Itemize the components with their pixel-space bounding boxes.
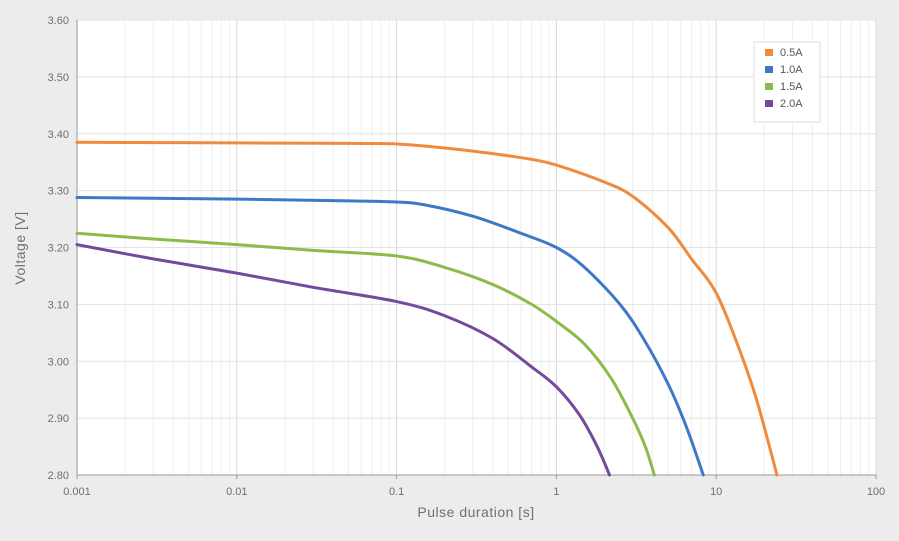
- legend-label: 0.5A: [780, 47, 803, 59]
- y-tick-label: 2.80: [48, 470, 69, 482]
- axes: [76, 20, 876, 476]
- x-tick-label: 10: [710, 486, 722, 498]
- legend: 0.5A 1.0A 1.5A 2.0A: [753, 41, 821, 123]
- x-tick-label: 0.1: [389, 486, 404, 498]
- y-tick-label: 3.50: [48, 72, 69, 84]
- x-tick-label: 0.01: [226, 486, 247, 498]
- legend-swatch: [765, 66, 773, 73]
- legend-label: 1.0A: [780, 64, 803, 76]
- x-axis-title: Pulse duration [s]: [417, 504, 534, 520]
- y-tick-label: 2.90: [48, 413, 69, 425]
- y-tick-label: 3.00: [48, 356, 69, 368]
- y-tick-label: 3.40: [48, 129, 69, 141]
- legend-swatch: [765, 49, 773, 56]
- x-tick-label: 1: [553, 486, 559, 498]
- y-tick-label: 3.20: [48, 243, 69, 255]
- legend-swatch: [765, 83, 773, 90]
- legend-label: 1.5A: [780, 81, 803, 93]
- y-tick-label: 3.60: [48, 15, 69, 27]
- series-line-2-0a: [75, 243, 612, 477]
- y-tick-label: 3.30: [48, 186, 69, 198]
- x-tick-label: 100: [867, 486, 885, 498]
- x-tick-label: 0.001: [63, 486, 91, 498]
- y-tick-label: 3.10: [48, 299, 69, 311]
- series-line-1-5a: [75, 231, 656, 477]
- series-line-1-0a: [75, 195, 705, 477]
- legend-label: 2.0A: [780, 98, 803, 110]
- legend-swatch: [765, 100, 773, 107]
- series-lines: [75, 140, 779, 477]
- y-tick-labels: 2.80 2.90 3.00 3.10 3.20 3.30 3.40 3.50 3.60: [48, 15, 69, 482]
- x-tick-labels: 0.001 0.01 0.1 1 10 100: [63, 475, 885, 498]
- y-axis-title: Voltage [V]: [12, 211, 28, 284]
- series-line-0-5a: [75, 140, 779, 477]
